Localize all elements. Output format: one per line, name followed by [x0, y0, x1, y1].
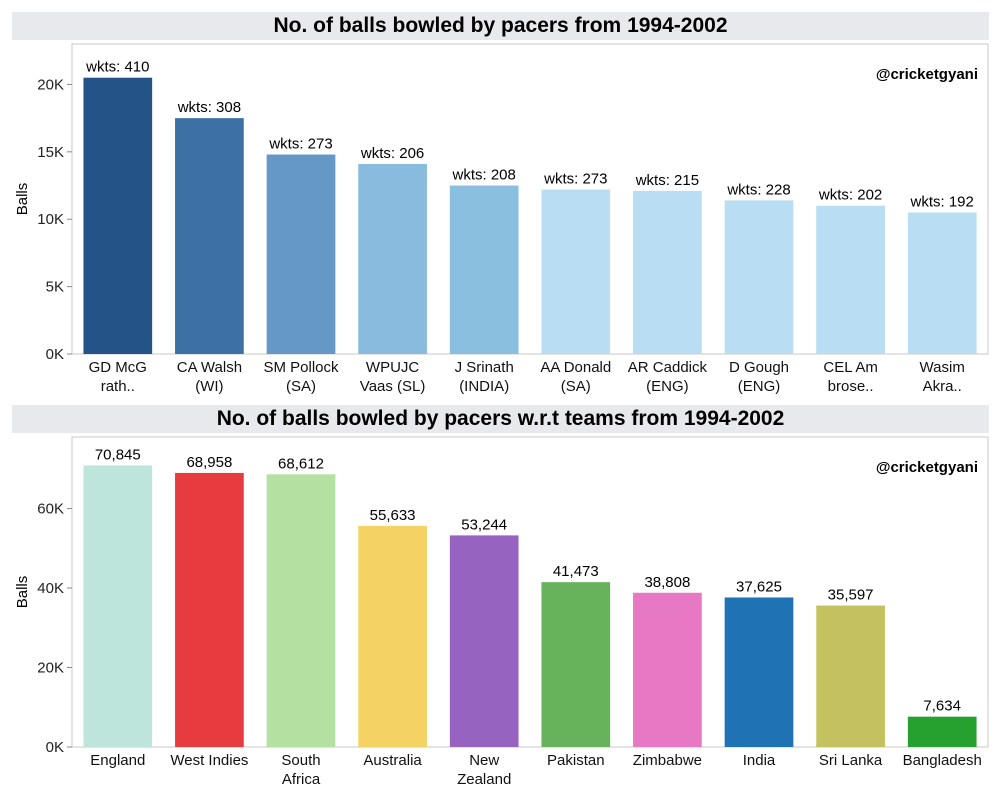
x-tick-label: rath..: [101, 378, 135, 395]
x-tick-label: brose..: [828, 378, 874, 395]
x-tick-label: D Gough: [729, 359, 789, 376]
x-tick-label: India: [743, 752, 776, 769]
data-label: wkts: 192: [910, 193, 974, 210]
teams-balls-chart: Balls 0K 20K 40K 60K @cricketgyani 70,845 Engla…: [14, 436, 989, 788]
watermark-label: @cricketgyani: [876, 459, 978, 476]
plot-area: [71, 436, 989, 748]
data-label: wkts: 308: [177, 99, 241, 116]
x-tick-label: (INDIA): [459, 378, 509, 395]
data-label: wkts: 273: [543, 171, 607, 188]
data-label: wkts: 410: [85, 59, 149, 76]
bar: [266, 474, 336, 747]
bar: [83, 465, 153, 747]
bar: [633, 592, 702, 747]
x-tick-label: (WI): [195, 378, 223, 395]
x-tick-label: Zealand: [457, 771, 511, 788]
x-tick-label: Zimbabwe: [633, 752, 702, 769]
x-tick-label: Pakistan: [547, 752, 605, 769]
bar: [907, 212, 977, 354]
data-label: 68,958: [186, 454, 232, 471]
data-label: wkts: 208: [452, 167, 516, 184]
x-tick-label: J Srinath: [455, 359, 514, 376]
chart-title-pacers: No. of balls bowled by pacers from 1994-…: [12, 12, 989, 40]
y-tick-label: 10K: [37, 211, 64, 228]
bar: [724, 200, 794, 354]
x-tick-label: AR Caddick: [628, 359, 708, 376]
data-label: wkts: 228: [726, 181, 790, 198]
data-label: wkts: 202: [818, 187, 882, 204]
data-label: wkts: 215: [635, 172, 699, 189]
bar: [633, 190, 702, 354]
x-tick-label: South: [281, 752, 320, 769]
y-tick-label: 20K: [37, 76, 64, 93]
bar: [175, 118, 244, 354]
data-label: 55,633: [370, 507, 416, 524]
data-label: 41,473: [553, 563, 599, 580]
y-axis-label: Balls: [14, 576, 31, 609]
x-tick-label: GD McG: [89, 359, 147, 376]
x-tick-label: Wasim: [920, 359, 965, 376]
x-tick-label: (SA): [561, 378, 591, 395]
chart-title-teams: No. of balls bowled by pacers w.r.t team…: [12, 405, 989, 433]
bar: [358, 163, 427, 354]
y-tick-label: 0K: [46, 739, 64, 756]
plot-area: [71, 43, 989, 355]
pacers-balls-chart: Balls 0K 5K 10K 15K 20K @cricketgyani wkts: 410…: [14, 43, 989, 395]
data-label: 37,625: [736, 578, 782, 595]
data-label: 35,597: [828, 587, 874, 604]
x-tick-label: WPUJC: [366, 359, 419, 376]
bar: [175, 472, 244, 747]
bar: [816, 205, 885, 354]
x-tick-label: (ENG): [646, 378, 689, 395]
x-tick-label: (SA): [286, 378, 316, 395]
y-tick-label: 20K: [37, 660, 64, 677]
bar: [541, 582, 611, 747]
data-label: wkts: 206: [360, 145, 424, 162]
y-tick-label: 15K: [37, 144, 64, 161]
watermark-label: @cricketgyani: [876, 66, 978, 83]
x-tick-label: (ENG): [738, 378, 781, 395]
x-tick-label: Australia: [363, 752, 422, 769]
x-tick-label: CEL Am: [823, 359, 877, 376]
bar: [907, 716, 977, 747]
x-tick-label: Sri Lanka: [819, 752, 883, 769]
x-tick-label: CA Walsh: [177, 359, 242, 376]
bar: [724, 597, 794, 747]
data-label: 7,634: [923, 698, 961, 715]
x-tick-label: West Indies: [170, 752, 248, 769]
bar: [541, 189, 611, 354]
x-tick-label: Bangladesh: [903, 752, 982, 769]
bar: [449, 535, 519, 747]
y-tick-label: 0K: [46, 346, 64, 363]
bar: [816, 605, 885, 747]
x-tick-label: Africa: [282, 771, 321, 788]
y-tick-label: 5K: [46, 279, 64, 296]
x-tick-label: SM Pollock: [263, 359, 339, 376]
y-tick-label: 60K: [37, 501, 64, 518]
data-label: 38,808: [644, 574, 690, 591]
bar: [449, 185, 519, 354]
bar: [358, 525, 427, 747]
x-tick-label: Akra..: [923, 378, 962, 395]
x-tick-label: AA Donald: [540, 359, 611, 376]
data-label: 53,244: [461, 516, 507, 533]
bar: [83, 77, 153, 354]
x-tick-label: England: [90, 752, 145, 769]
data-label: wkts: 273: [268, 136, 332, 153]
data-label: 68,612: [278, 455, 324, 472]
bar: [266, 154, 336, 354]
y-axis-label: Balls: [14, 183, 31, 216]
data-label: 70,845: [95, 446, 141, 463]
x-tick-label: New: [469, 752, 499, 769]
x-tick-label: Vaas (SL): [360, 378, 426, 395]
y-tick-label: 40K: [37, 580, 64, 597]
